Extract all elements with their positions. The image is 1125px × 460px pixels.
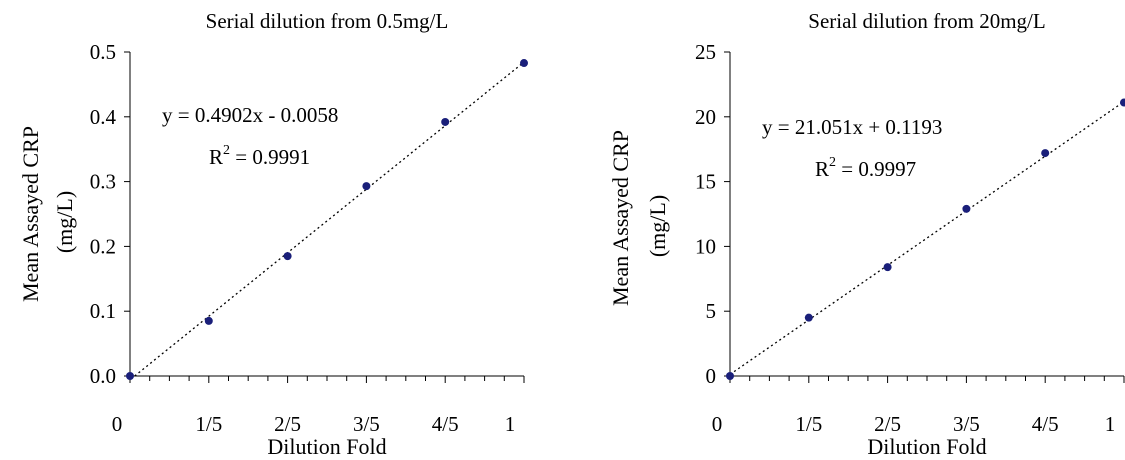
chart-1: Serial dilution from 0.5mg/L 0.0 0.1 0.2 0.3… (18, 9, 528, 459)
data-point (1120, 98, 1125, 107)
data-point (883, 263, 892, 272)
y-tick-label: 15 (695, 170, 716, 194)
x-tick-label: 3/5 (953, 412, 980, 436)
r-squared-symbol: R (209, 145, 223, 169)
x-tick-label: 1/5 (795, 412, 822, 436)
y-tick-label: 0.0 (90, 364, 116, 388)
x-tick-label: 1/5 (195, 412, 222, 436)
data-point (126, 372, 134, 380)
r-squared: R2 = 0.9997 (815, 155, 916, 181)
y-tick-label: 25 (695, 40, 716, 64)
data-point (204, 316, 213, 325)
y-tick-label: 0.2 (90, 234, 116, 258)
x-tick-label: 1 (1105, 412, 1116, 436)
y-axis-label-units: (mg/L) (52, 191, 77, 253)
data-point (726, 372, 734, 380)
r-squared-exponent: 2 (829, 155, 836, 170)
y-tick-label: 0.5 (90, 40, 116, 64)
regression-equation: y = 0.4902x - 0.0058 (162, 103, 338, 127)
x-tick-label: 3/5 (353, 412, 380, 436)
data-point (804, 313, 813, 322)
data-point (962, 204, 971, 213)
data-point (441, 117, 450, 126)
x-tick-label: 4/5 (1032, 412, 1059, 436)
x-tick-label: 2/5 (274, 412, 301, 436)
r-squared-symbol: R (815, 157, 829, 181)
r-squared-exponent: 2 (223, 143, 230, 158)
y-tick-label: 0 (706, 364, 717, 388)
y-tick-label: 0.4 (90, 105, 117, 129)
r-squared: R2 = 0.9991 (209, 143, 310, 169)
y-tick-label: 5 (706, 299, 717, 323)
chart-title: Serial dilution from 20mg/L (808, 9, 1045, 33)
regression-equation: y = 21.051x + 0.1193 (762, 115, 942, 139)
x-tick-label: 2/5 (874, 412, 901, 436)
y-axis-label-units: (mg/L) (645, 195, 670, 257)
data-point (362, 182, 371, 191)
y-tick-label: 0.3 (90, 170, 116, 194)
trendline (134, 61, 525, 377)
y-tick-label: 10 (695, 234, 716, 258)
x-tick-label: 0 (712, 412, 723, 436)
r-squared-value: = 0.9991 (230, 145, 310, 169)
y-axis-label: Mean Assayed CRP (608, 130, 633, 306)
x-axis-label: Dilution Fold (267, 434, 386, 459)
x-tick-label: 0 (112, 412, 123, 436)
data-point (1041, 149, 1050, 158)
x-tick-label: 1 (505, 412, 516, 436)
data-point (283, 252, 292, 261)
x-tick-label: 4/5 (432, 412, 459, 436)
y-tick-label: 0.1 (90, 299, 116, 323)
trendline (729, 101, 1125, 375)
chart-title: Serial dilution from 0.5mg/L (206, 9, 449, 33)
x-axis-label: Dilution Fold (867, 434, 986, 459)
chart-2: Serial dilution from 20mg/L 0 5 10 15 20 25 0 1/… (608, 9, 1125, 459)
y-axis-label: Mean Assayed CRP (18, 126, 43, 302)
r-squared-value: = 0.9997 (836, 157, 916, 181)
y-tick-label: 20 (695, 105, 716, 129)
data-point (520, 59, 528, 68)
